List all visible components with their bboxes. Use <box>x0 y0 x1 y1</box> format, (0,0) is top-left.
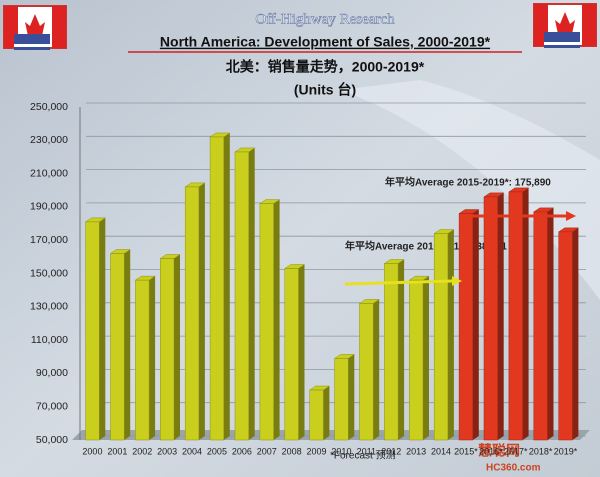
bar <box>110 253 125 441</box>
bar <box>85 221 100 441</box>
bar <box>433 233 449 441</box>
flag-right <box>533 3 597 48</box>
x-tick-label: 2015* <box>454 446 478 456</box>
bar <box>558 231 573 441</box>
bar-side <box>398 259 405 440</box>
x-tick-label: 2001 <box>107 446 127 456</box>
bar <box>184 186 200 441</box>
y-tick-label: 230,000 <box>30 134 68 146</box>
bar-side <box>447 229 454 440</box>
bar-side <box>348 354 355 440</box>
header: Off-Highway Research <box>255 11 395 27</box>
bar-side <box>149 276 156 440</box>
chart-title: North America: Development of Sales, 200… <box>160 34 491 50</box>
x-tick-label: 2003 <box>157 446 177 456</box>
bars <box>84 132 580 441</box>
footnote: *Forecast 预测 <box>330 449 396 462</box>
watermark: 慧聪网 <box>478 443 520 459</box>
y-tick-label: 110,000 <box>31 334 68 346</box>
annotation: 年平均Average 2015-2019*: 175,890 <box>385 176 551 189</box>
bar <box>334 358 349 441</box>
x-tick-label: 2004 <box>182 446 202 456</box>
bar-side <box>198 182 205 441</box>
y-tick-label: 250,000 <box>30 101 68 113</box>
x-tick-label: 2011 <box>357 446 376 456</box>
y-tick-label: 70,000 <box>36 400 68 412</box>
bar <box>359 303 374 441</box>
bar <box>160 258 175 441</box>
bar-side <box>248 147 255 440</box>
bar-side <box>99 217 106 440</box>
bar <box>409 279 424 441</box>
x-tick-label: 2016* <box>479 446 503 456</box>
x-tick-label: 2008 <box>282 446 302 456</box>
subtitle: 北美：销售量走势，2000-2019* <box>226 59 425 75</box>
average-arrows <box>344 211 576 286</box>
bar <box>508 191 523 441</box>
x-tick-label: 2012 <box>381 446 401 456</box>
bar-side <box>173 254 180 440</box>
light-swoosh <box>340 80 600 300</box>
bar <box>284 268 299 441</box>
y-tick-label: 210,000 <box>30 167 68 179</box>
bar <box>135 279 150 441</box>
x-tick-label: 2014 <box>431 446 451 456</box>
bar <box>483 196 498 441</box>
unit-label: (Units 台) <box>294 82 356 98</box>
x-tick-label: 2018* <box>529 446 553 456</box>
x-tick-label: 2006 <box>232 446 252 456</box>
bar <box>209 136 225 441</box>
bar <box>384 263 399 441</box>
watermark: HC360.com <box>486 463 541 474</box>
y-tick-label: 170,000 <box>30 234 68 246</box>
y-tick-label: 50,000 <box>36 434 68 446</box>
bar-side <box>373 299 380 440</box>
y-tick-label: 90,000 <box>36 367 68 379</box>
bar-side <box>572 227 579 440</box>
x-tick-label: 2019* <box>554 446 578 456</box>
bar-side <box>497 192 504 440</box>
bar-side <box>547 207 554 440</box>
y-tick-label: 150,000 <box>30 267 68 279</box>
bar-side <box>223 132 230 440</box>
bar-side <box>422 276 429 440</box>
bar <box>458 213 474 441</box>
bar-side <box>298 264 305 440</box>
x-tick-label: 2013 <box>406 446 426 456</box>
x-tick-label: 2007 <box>257 446 277 456</box>
bar <box>259 203 274 441</box>
bar-side <box>323 386 330 440</box>
annotation: 年平均Average 2010-2014: 138,061 <box>345 240 507 253</box>
x-tick-label: 2005 <box>207 446 227 456</box>
x-tick-label: 2010 <box>331 446 351 456</box>
x-tick-label: 2002 <box>132 446 152 456</box>
y-tick-label: 190,000 <box>30 201 68 213</box>
y-tick-label: 130,000 <box>30 301 68 313</box>
bar-side <box>522 187 529 440</box>
bar-side <box>124 249 131 440</box>
x-tick-label: 2017* <box>504 446 528 456</box>
x-tick-label: 2000 <box>82 446 102 456</box>
bar <box>234 151 249 441</box>
bar <box>309 389 324 441</box>
x-tick-label: 2009 <box>307 446 327 456</box>
bar-side <box>472 209 479 440</box>
bar-side <box>273 199 280 440</box>
flag-left <box>3 5 67 50</box>
bar <box>533 211 548 441</box>
